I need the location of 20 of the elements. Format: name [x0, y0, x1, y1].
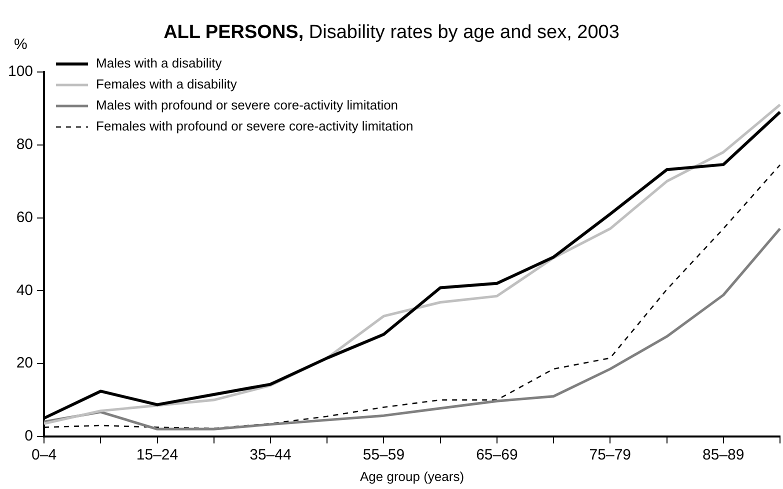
y-axis-title: %	[14, 36, 28, 54]
legend-label: Females with profound or severe core-activity limitation	[96, 118, 414, 134]
x-tick-label: 0–4	[32, 446, 57, 464]
y-tick-label: 0	[24, 428, 34, 445]
y-tick-label: 80	[16, 136, 34, 154]
x-tick-label: 15–24	[136, 446, 178, 464]
y-tick-label: 40	[16, 282, 34, 299]
x-tick-label: 75–79	[589, 446, 632, 464]
legend-label: Females with a disability	[96, 76, 238, 92]
x-tick-label: 85–89	[702, 446, 744, 464]
x-tick-label: 35–44	[250, 446, 292, 464]
y-tick-label: 100	[8, 63, 34, 80]
legend-label: Males with a disability	[96, 56, 222, 71]
x-tick-label: 65–69	[476, 446, 518, 464]
legend-label: Males with profound or severe core-activity limitation	[96, 98, 398, 113]
x-axis-title: Age group (years)	[360, 468, 464, 484]
chart-title: ALL PERSONS, Disability rates by age and sex, 2003	[164, 22, 620, 43]
y-tick-label: 60	[16, 208, 34, 226]
x-tick-label: 55–59	[362, 446, 405, 464]
y-tick-label: 20	[16, 354, 34, 372]
